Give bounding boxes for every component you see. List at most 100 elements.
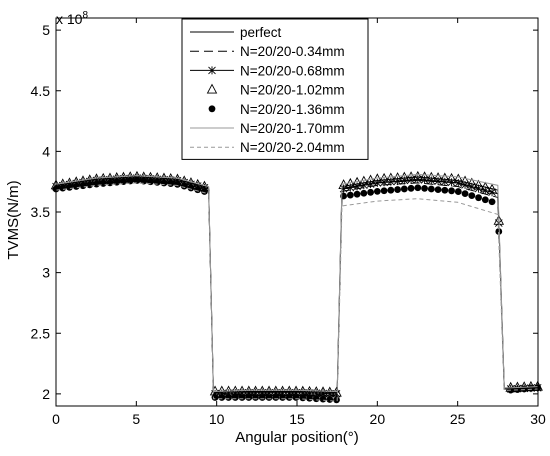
series-marker: [272, 394, 280, 401]
series-marker: [201, 188, 208, 195]
series-marker: [441, 186, 449, 194]
series-marker: [72, 183, 80, 190]
series-marker: [461, 190, 469, 198]
y-tick-label: 2.5: [31, 325, 51, 341]
series-marker: [160, 179, 168, 187]
series-marker: [488, 198, 496, 206]
legend-item: N=20/20-2.04mm: [190, 140, 345, 155]
legend: perfect N=20/20-0.34mm N=20/20-0.68mm N=20/…: [181, 18, 369, 160]
series-marker: [393, 177, 402, 186]
series-marker: [231, 394, 239, 401]
x-tick-label: 25: [450, 411, 466, 427]
x-tick-label: 20: [370, 411, 386, 427]
legend-label: N=20/20-1.02mm: [240, 83, 345, 98]
series-marker: [468, 192, 476, 200]
series-marker: [466, 177, 478, 188]
series-marker: [473, 179, 484, 190]
y-axis-label: TVMS(N/m): [5, 180, 22, 259]
series-marker: [399, 171, 410, 182]
series-marker: [174, 180, 181, 188]
series-marker: [394, 186, 401, 193]
series-marker: [218, 394, 226, 401]
series-marker: [258, 394, 266, 401]
series-marker: [167, 180, 175, 187]
x-tick-label: 5: [132, 411, 140, 427]
series-marker: [480, 181, 491, 192]
series-marker: [414, 184, 422, 192]
series-marker: [400, 176, 409, 185]
series-marker: [312, 395, 320, 403]
y-multiplier-exponent: 8: [82, 10, 88, 21]
legend-box: [181, 18, 369, 160]
series-marker: [427, 176, 436, 185]
series-marker: [475, 194, 482, 202]
series-marker: [93, 180, 100, 188]
series-marker: [86, 181, 94, 189]
series-marker: [367, 188, 374, 196]
series-marker: [432, 172, 444, 183]
series-marker: [306, 394, 313, 402]
series-marker: [360, 189, 368, 197]
y-multiplier-label: x 108: [56, 10, 88, 27]
series-marker: [279, 394, 286, 401]
series-marker: [434, 177, 442, 186]
legend-item: N=20/20-1.36mm: [208, 102, 345, 117]
series-marker: [373, 187, 381, 195]
series-marker: [405, 171, 417, 182]
legend-marker: [208, 66, 216, 75]
legend-label: N=20/20-0.68mm: [240, 63, 345, 78]
series-marker: [439, 172, 451, 183]
series-marker: [392, 172, 403, 182]
series-marker: [126, 177, 134, 185]
series-marker: [180, 182, 188, 190]
series-marker: [495, 228, 503, 235]
series-marker: [527, 385, 535, 392]
series-marker: [194, 186, 202, 194]
series-marker: [385, 172, 397, 183]
series-marker: [454, 188, 462, 195]
x-tick-label: 0: [52, 411, 60, 427]
series-marker: [187, 184, 195, 192]
series-marker: [459, 175, 471, 186]
series-marker: [326, 396, 334, 403]
y-tick-label: 5: [42, 22, 50, 38]
series-marker: [299, 394, 307, 402]
series-marker: [319, 395, 327, 403]
series-marker: [434, 186, 442, 194]
series-marker: [481, 196, 489, 204]
series-marker: [338, 179, 349, 189]
series-marker: [66, 183, 73, 191]
series-marker: [211, 394, 219, 401]
series-marker: [252, 394, 259, 401]
series-marker: [446, 172, 457, 183]
series-marker: [285, 394, 293, 401]
series-marker: [133, 177, 141, 184]
series-marker: [426, 171, 437, 182]
series-marker: [346, 191, 354, 199]
series-marker: [387, 186, 395, 194]
series-marker: [106, 179, 114, 187]
series-marker: [225, 394, 232, 401]
series-marker: [79, 182, 87, 190]
series-marker: [407, 184, 415, 192]
series-marker: [380, 187, 388, 195]
series-marker: [421, 184, 428, 192]
series-line: [55, 182, 539, 402]
series-marker: [153, 178, 161, 186]
x-axis-label: Angular position(°): [235, 429, 359, 446]
series-marker: [448, 187, 455, 195]
series-marker: [333, 396, 340, 404]
legend-marker: [208, 105, 216, 113]
series-marker: [419, 171, 430, 182]
series-marker: [400, 185, 408, 193]
series-marker: [99, 180, 107, 187]
legend-marker: [206, 83, 218, 94]
y-multiplier-text: x 10: [56, 11, 83, 27]
y-tick-label: 2: [42, 386, 50, 402]
series-marker: [486, 183, 498, 194]
series-marker: [238, 394, 246, 401]
y-tick-label: 4.5: [31, 83, 51, 99]
series-marker: [292, 394, 300, 401]
legend-label: N=20/20-1.70mm: [240, 121, 345, 136]
